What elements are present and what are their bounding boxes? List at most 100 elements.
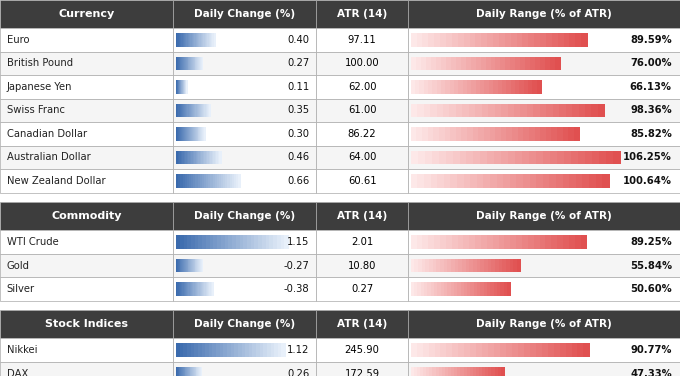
Bar xyxy=(599,151,607,164)
Bar xyxy=(447,343,453,357)
Bar xyxy=(572,104,579,117)
Bar xyxy=(184,33,186,47)
Bar xyxy=(436,57,441,70)
Bar xyxy=(546,104,554,117)
Bar xyxy=(482,343,489,357)
Bar xyxy=(194,343,199,357)
Bar xyxy=(179,367,180,376)
Bar xyxy=(185,104,187,117)
Bar xyxy=(210,33,212,47)
Bar xyxy=(429,367,433,376)
Bar xyxy=(186,367,187,376)
Bar xyxy=(499,33,505,47)
Bar xyxy=(180,127,182,141)
Bar xyxy=(481,104,489,117)
Bar xyxy=(422,127,428,141)
Bar xyxy=(200,151,202,164)
Bar xyxy=(507,104,515,117)
Bar xyxy=(239,235,244,249)
Bar xyxy=(176,33,178,47)
Bar xyxy=(458,367,461,376)
Bar xyxy=(190,282,192,296)
Bar xyxy=(196,367,197,376)
Bar xyxy=(513,259,517,272)
Bar xyxy=(197,367,199,376)
Bar xyxy=(201,151,203,164)
Bar xyxy=(578,151,585,164)
Bar xyxy=(535,57,541,70)
Bar xyxy=(589,174,596,188)
Bar xyxy=(191,367,193,376)
Bar xyxy=(199,282,201,296)
Bar xyxy=(511,80,515,94)
Bar xyxy=(200,104,202,117)
Bar xyxy=(408,277,680,301)
Bar xyxy=(466,151,474,164)
Bar xyxy=(194,127,197,141)
Bar xyxy=(181,80,182,94)
Bar xyxy=(214,235,218,249)
Bar xyxy=(186,33,188,47)
Bar xyxy=(201,367,202,376)
Bar xyxy=(444,282,448,296)
Bar xyxy=(201,127,203,141)
Bar xyxy=(176,127,177,141)
Bar xyxy=(517,127,524,141)
Bar xyxy=(199,151,201,164)
Bar xyxy=(528,80,533,94)
Bar xyxy=(556,57,561,70)
Bar xyxy=(436,367,439,376)
Bar xyxy=(316,254,408,277)
Bar xyxy=(180,259,182,272)
Bar xyxy=(549,174,557,188)
Bar xyxy=(216,343,220,357)
Bar xyxy=(482,367,486,376)
Bar xyxy=(411,57,416,70)
Bar xyxy=(494,104,502,117)
Bar xyxy=(191,174,194,188)
Bar xyxy=(524,343,530,357)
Bar xyxy=(209,343,213,357)
Text: British Pound: British Pound xyxy=(7,58,73,68)
Bar xyxy=(408,75,680,99)
Bar xyxy=(470,367,473,376)
Text: Daily Change (%): Daily Change (%) xyxy=(194,9,295,19)
Bar xyxy=(184,57,186,70)
Bar xyxy=(190,104,192,117)
Text: 0.30: 0.30 xyxy=(288,129,309,139)
Text: Australian Dollar: Australian Dollar xyxy=(7,152,90,162)
Bar xyxy=(316,202,408,230)
Bar xyxy=(515,80,520,94)
Bar xyxy=(437,174,445,188)
Bar xyxy=(571,343,578,357)
Bar xyxy=(434,235,441,249)
Bar xyxy=(408,362,680,376)
Bar xyxy=(596,174,603,188)
Bar xyxy=(203,282,205,296)
Bar xyxy=(458,259,462,272)
Bar xyxy=(462,127,468,141)
Bar xyxy=(0,202,173,230)
Bar xyxy=(188,104,189,117)
Bar xyxy=(186,104,188,117)
Bar xyxy=(452,33,458,47)
Text: 64.00: 64.00 xyxy=(348,152,376,162)
Bar xyxy=(191,57,192,70)
Bar xyxy=(437,104,443,117)
Bar xyxy=(427,282,431,296)
Bar xyxy=(201,57,202,70)
Bar xyxy=(197,282,199,296)
Bar xyxy=(510,235,517,249)
Bar xyxy=(176,80,177,94)
Bar xyxy=(180,80,182,94)
Bar xyxy=(417,33,423,47)
Bar xyxy=(475,104,482,117)
Bar xyxy=(483,174,491,188)
Bar xyxy=(190,127,191,141)
Bar xyxy=(178,57,180,70)
Bar xyxy=(273,235,277,249)
Bar xyxy=(414,367,418,376)
Bar xyxy=(430,57,437,70)
Bar xyxy=(177,151,180,164)
Bar xyxy=(488,343,495,357)
